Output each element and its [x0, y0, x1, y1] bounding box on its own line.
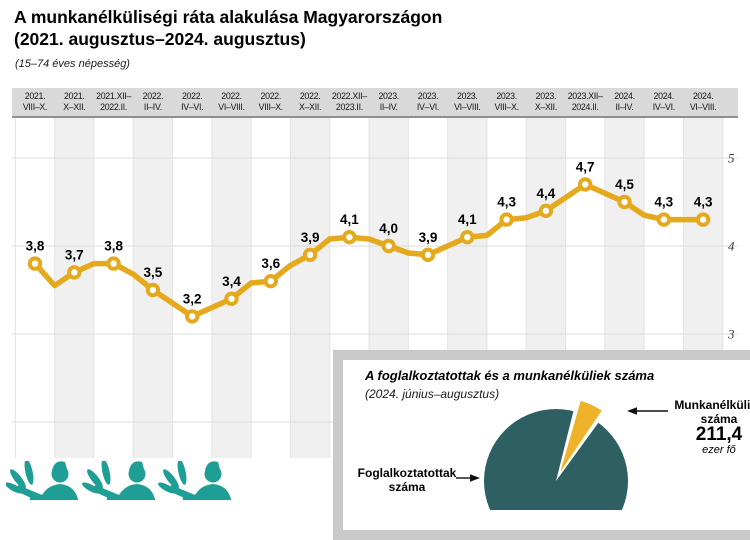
unemployed-label: Munkanélküliek száma [674, 398, 750, 426]
x-tick-label: 2022.XII– 2023.II. [332, 91, 367, 112]
x-axis-band [12, 88, 738, 116]
x-tick-label: 2023. VIII–X. [494, 91, 518, 112]
y-tick-label: 3 [727, 327, 735, 342]
data-point-label: 4,7 [576, 159, 595, 174]
inset-subtitle: (2024. június–augusztus) [365, 387, 500, 401]
x-tick-label: 2022. VI–VIII. [218, 91, 244, 112]
worker-icons [6, 461, 232, 500]
data-point-marker [145, 282, 161, 298]
page-title-line2: (2021. augusztus–2024. augusztus) [14, 29, 306, 49]
plot-column [290, 118, 330, 458]
data-point-label: 3,5 [144, 265, 163, 280]
worker-icon [80, 461, 156, 500]
data-point-marker [302, 247, 318, 263]
x-tick-label: 2022. VIII–X. [259, 91, 283, 112]
x-tick-label: 2024. II–IV. [614, 91, 635, 112]
data-point-marker [656, 212, 671, 227]
data-point-marker [695, 212, 711, 227]
data-point-label: 3,8 [104, 239, 123, 254]
unemployed-unit: ezer fő [702, 444, 736, 456]
x-tick-label: 2022. X–XII. [299, 91, 321, 112]
data-point-marker [538, 203, 554, 219]
data-point-label: 4,0 [379, 221, 398, 236]
data-point-label: 3,8 [26, 239, 45, 254]
worker-icon [156, 461, 232, 500]
y-tick-label: 5 [728, 151, 735, 166]
data-point-marker [499, 212, 514, 227]
data-point-marker [420, 247, 436, 263]
data-point-label: 3,9 [301, 230, 320, 245]
x-tick-label: 2024. IV–VI. [653, 91, 675, 112]
data-point-label: 3,7 [65, 247, 84, 262]
plot-column [172, 118, 212, 458]
plot-column [54, 118, 94, 458]
callout-arrows [456, 410, 668, 479]
data-point-label: 3,2 [183, 291, 202, 306]
data-point-label: 4,1 [458, 212, 477, 227]
inset-title: A foglalkoztatottak és a munkanélküliek … [365, 368, 655, 383]
data-point-marker [224, 291, 239, 306]
data-point-marker [27, 256, 43, 271]
page-title: A munkanélküliségi ráta alakulása Magyar… [14, 6, 714, 50]
data-point-label: 3,4 [222, 274, 241, 289]
employment-pie-chart [456, 400, 668, 510]
unemployed-label-block: Munkanélküliek száma 211,4 ezer fő [671, 398, 750, 457]
data-point-marker [185, 309, 200, 324]
data-point-label: 4,3 [654, 195, 673, 210]
employed-label: Foglalkoztatottak száma [357, 466, 457, 494]
x-tick-label: 2021.XII– 2022.II. [96, 91, 131, 112]
data-point-marker [67, 265, 82, 280]
worker-icon [6, 461, 80, 500]
x-tick-label: 2022. IV–VI. [181, 91, 203, 112]
unemployed-value: 211,4 [695, 424, 743, 445]
data-point-marker [460, 230, 475, 245]
x-tick-label: 2021. X–XII. [63, 91, 85, 112]
x-tick-label: 2024. VI–VIII. [690, 91, 716, 112]
plot-column [15, 118, 55, 458]
data-point-label: 3,6 [261, 256, 280, 271]
data-point-marker [342, 230, 357, 245]
x-tick-label: 2022. II–IV. [143, 91, 164, 112]
data-point-marker [263, 274, 278, 289]
data-point-label: 4,3 [497, 195, 516, 210]
x-axis-band-border [12, 116, 738, 118]
x-tick-label: 2023. IV–VI. [417, 91, 439, 112]
data-point-label: 3,9 [419, 230, 438, 245]
employment-inset-panel: A foglalkoztatottak és a munkanélküliek … [333, 350, 750, 540]
arrow-left-icon [627, 407, 637, 415]
data-point-label: 4,4 [537, 186, 556, 201]
pie-slice-employed [484, 409, 628, 510]
page-title-line1: A munkanélküliségi ráta alakulása Magyar… [14, 7, 443, 27]
pie-slice-unemployed [560, 400, 602, 472]
data-point-label: 4,1 [340, 212, 359, 227]
data-point-label: 4,5 [615, 177, 634, 192]
y-tick-label: 4 [728, 239, 735, 254]
x-tick-label: 2023. X–XII. [535, 91, 557, 112]
x-tick-label: 2021. VIII–X. [23, 91, 47, 112]
arrow-right-icon [470, 474, 480, 482]
plot-column [93, 118, 134, 458]
x-tick-label: 2023. VI–VIII. [454, 91, 480, 112]
data-point-marker [381, 238, 396, 254]
data-point-marker [578, 177, 593, 192]
page-subtitle: (15–74 éves népesség) [15, 58, 130, 70]
data-point-label: 4,3 [694, 195, 713, 210]
x-tick-label: 2023. II–IV. [378, 91, 399, 112]
data-point-marker [617, 194, 632, 210]
x-tick-label: 2023.XII– 2024.II. [568, 91, 603, 112]
data-point-marker [106, 256, 121, 271]
